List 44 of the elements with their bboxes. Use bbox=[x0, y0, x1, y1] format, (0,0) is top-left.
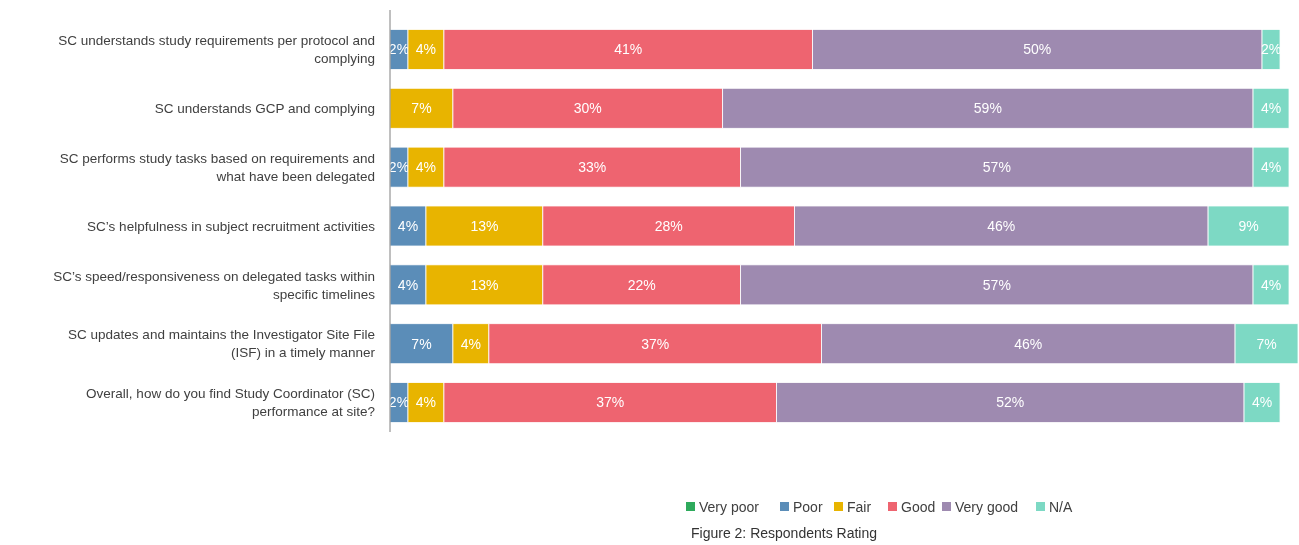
y-tick-label: SC’s helpfulness in subject recruitment activities bbox=[87, 218, 376, 234]
legend-label: Very good bbox=[955, 499, 1019, 516]
data-label: 41% bbox=[614, 41, 643, 58]
data-label: 37% bbox=[641, 335, 670, 352]
data-label: 46% bbox=[987, 217, 1016, 234]
data-label: 22% bbox=[627, 276, 656, 293]
data-label: 28% bbox=[654, 217, 683, 234]
data-label: 4% bbox=[1251, 394, 1273, 411]
data-label: 9% bbox=[1238, 217, 1259, 234]
data-label: 30% bbox=[573, 100, 602, 117]
data-label: 46% bbox=[1014, 335, 1043, 352]
legend-label: N/A bbox=[1049, 499, 1073, 516]
data-label: 4% bbox=[397, 276, 419, 293]
data-label: 37% bbox=[596, 394, 625, 411]
legend-label: Good bbox=[901, 499, 936, 516]
data-label: 4% bbox=[415, 41, 437, 58]
data-label: 13% bbox=[470, 276, 499, 293]
y-tick-label: SC performs study tasks based on requirements and what have been delegated bbox=[59, 150, 375, 184]
data-label: 4% bbox=[1260, 100, 1282, 117]
data-label: 4% bbox=[460, 335, 482, 352]
data-label: 33% bbox=[578, 159, 607, 176]
data-label: 13% bbox=[470, 217, 499, 234]
data-label: 4% bbox=[1260, 276, 1282, 293]
data-label: 4% bbox=[1260, 159, 1282, 176]
data-label: 4% bbox=[415, 394, 437, 411]
y-tick-label: SC’s speed/responsiveness on delegated tasks within specific timelines bbox=[53, 268, 376, 302]
data-label: 59% bbox=[973, 100, 1002, 117]
data-label: 7% bbox=[1256, 335, 1277, 352]
data-label: 57% bbox=[982, 159, 1011, 176]
data-label: 50% bbox=[1023, 41, 1052, 58]
data-label: 7% bbox=[411, 335, 432, 352]
data-label: 52% bbox=[996, 394, 1025, 411]
data-label: 57% bbox=[982, 276, 1011, 293]
data-label: 4% bbox=[397, 217, 419, 234]
y-tick-label: SC understands study requirements per protocol and complying bbox=[58, 33, 375, 67]
legend-label: Poor bbox=[793, 499, 823, 516]
y-tick-label: SC updates and maintains the Investigator Site File (ISF) in a timely manner bbox=[68, 327, 376, 361]
data-label: 4% bbox=[415, 159, 437, 176]
legend-label: Very poor bbox=[699, 499, 760, 516]
y-tick-label: Overall, how do you find Study Coordinator (SC) performance at site? bbox=[86, 386, 375, 420]
caption: Figure 2: Respondents Rating bbox=[691, 525, 877, 541]
y-tick-label: SC understands GCP and complying bbox=[154, 101, 375, 117]
data-label: 7% bbox=[411, 100, 432, 117]
legend-label: Fair bbox=[847, 499, 872, 516]
